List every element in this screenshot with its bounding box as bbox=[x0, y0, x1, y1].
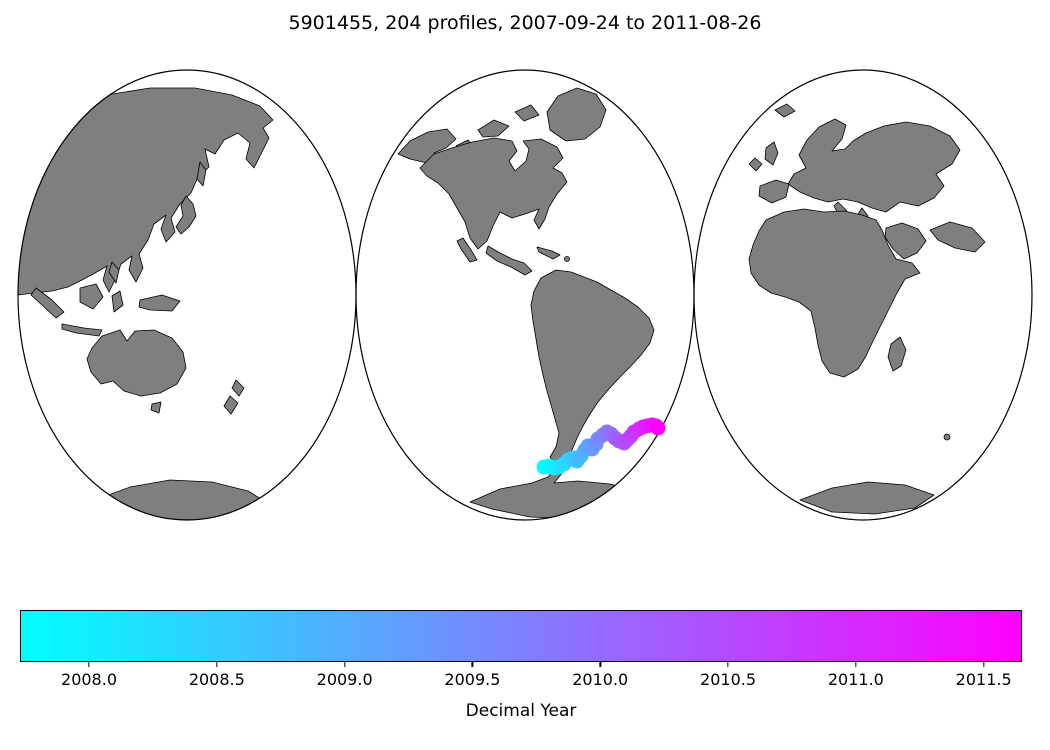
land-central-america bbox=[485, 245, 533, 276]
lobe-outline-right bbox=[693, 69, 1033, 521]
land-west-asia bbox=[929, 221, 986, 253]
colorbar-tick-label: 2011.0 bbox=[827, 670, 884, 689]
land-tasmania bbox=[150, 401, 162, 414]
colorbar-tick bbox=[727, 662, 729, 667]
profile-marker bbox=[650, 420, 666, 436]
colorbar-gradient bbox=[20, 610, 1022, 662]
colorbar-tick bbox=[983, 662, 985, 667]
land-greenland bbox=[546, 87, 607, 142]
land-hispaniola bbox=[564, 256, 570, 262]
land-antarctica-left bbox=[94, 479, 267, 520]
land-arctic-island-2 bbox=[514, 104, 540, 122]
colorbar-tick-label: 2008.5 bbox=[188, 670, 245, 689]
land-sulawesi bbox=[111, 290, 124, 313]
land-australia bbox=[86, 329, 187, 397]
colorbar-tick bbox=[216, 662, 218, 667]
land-new-zealand-south bbox=[223, 395, 239, 415]
colorbar-tick bbox=[88, 662, 90, 667]
land-alaska bbox=[397, 128, 457, 164]
colorbar-tick-label: 2011.5 bbox=[955, 670, 1012, 689]
colorbar-tick-label: 2010.5 bbox=[700, 670, 757, 689]
colorbar-tick bbox=[471, 662, 474, 667]
land-borneo bbox=[79, 283, 104, 310]
world-map bbox=[17, 69, 1033, 521]
land-new-zealand-north bbox=[231, 379, 245, 397]
land-antarctica-right bbox=[799, 481, 935, 515]
land-ireland bbox=[748, 157, 763, 172]
land-iberia bbox=[758, 179, 790, 204]
land-south-america bbox=[530, 269, 655, 464]
land-kerguelen-island bbox=[943, 433, 951, 441]
land-britain bbox=[764, 141, 779, 166]
land-japan bbox=[175, 195, 197, 235]
land-sumatra bbox=[30, 287, 65, 319]
colorbar-tick bbox=[343, 662, 346, 667]
lobe-outline-middle bbox=[355, 69, 695, 521]
land-new-guinea bbox=[138, 294, 181, 312]
colorbar-tick bbox=[599, 662, 601, 667]
land-iceland bbox=[774, 103, 796, 118]
land-arabia bbox=[884, 222, 927, 260]
map-lobe-americas bbox=[397, 87, 659, 520]
colorbar-tick-label: 2008.0 bbox=[61, 670, 117, 689]
land-cuba bbox=[536, 246, 561, 260]
land-asia bbox=[18, 87, 274, 298]
land-philippines bbox=[108, 261, 120, 284]
map-lobe-europe-africa bbox=[748, 103, 986, 515]
land-antarctica-middle bbox=[469, 466, 659, 520]
land-madagascar bbox=[887, 336, 907, 372]
colorbar-tick-label: 2009.5 bbox=[444, 670, 501, 689]
colorbar-tick-label: 2010.0 bbox=[572, 670, 629, 689]
land-java bbox=[61, 323, 103, 337]
page-title: 5901455, 204 profiles, 2007-09-24 to 201… bbox=[288, 12, 762, 34]
float-trajectory bbox=[536, 417, 666, 476]
land-sakhalin bbox=[196, 161, 207, 187]
colorbar-tick bbox=[855, 662, 857, 667]
land-arctic-island-1 bbox=[477, 119, 510, 138]
colorbar-ticks: 2008.0 2008.5 2009.0 2009.5 2010.0 2010.5 2011… bbox=[20, 610, 1022, 700]
land-baja-california bbox=[456, 237, 478, 263]
land-eurasia bbox=[787, 118, 961, 213]
colorbar-axis-label: Decimal Year bbox=[465, 701, 577, 721]
colorbar-tick-label: 2009.0 bbox=[316, 670, 373, 689]
land-africa bbox=[748, 208, 921, 378]
land-north-america bbox=[419, 137, 568, 250]
map-lobe-asia-oceania bbox=[18, 87, 274, 520]
